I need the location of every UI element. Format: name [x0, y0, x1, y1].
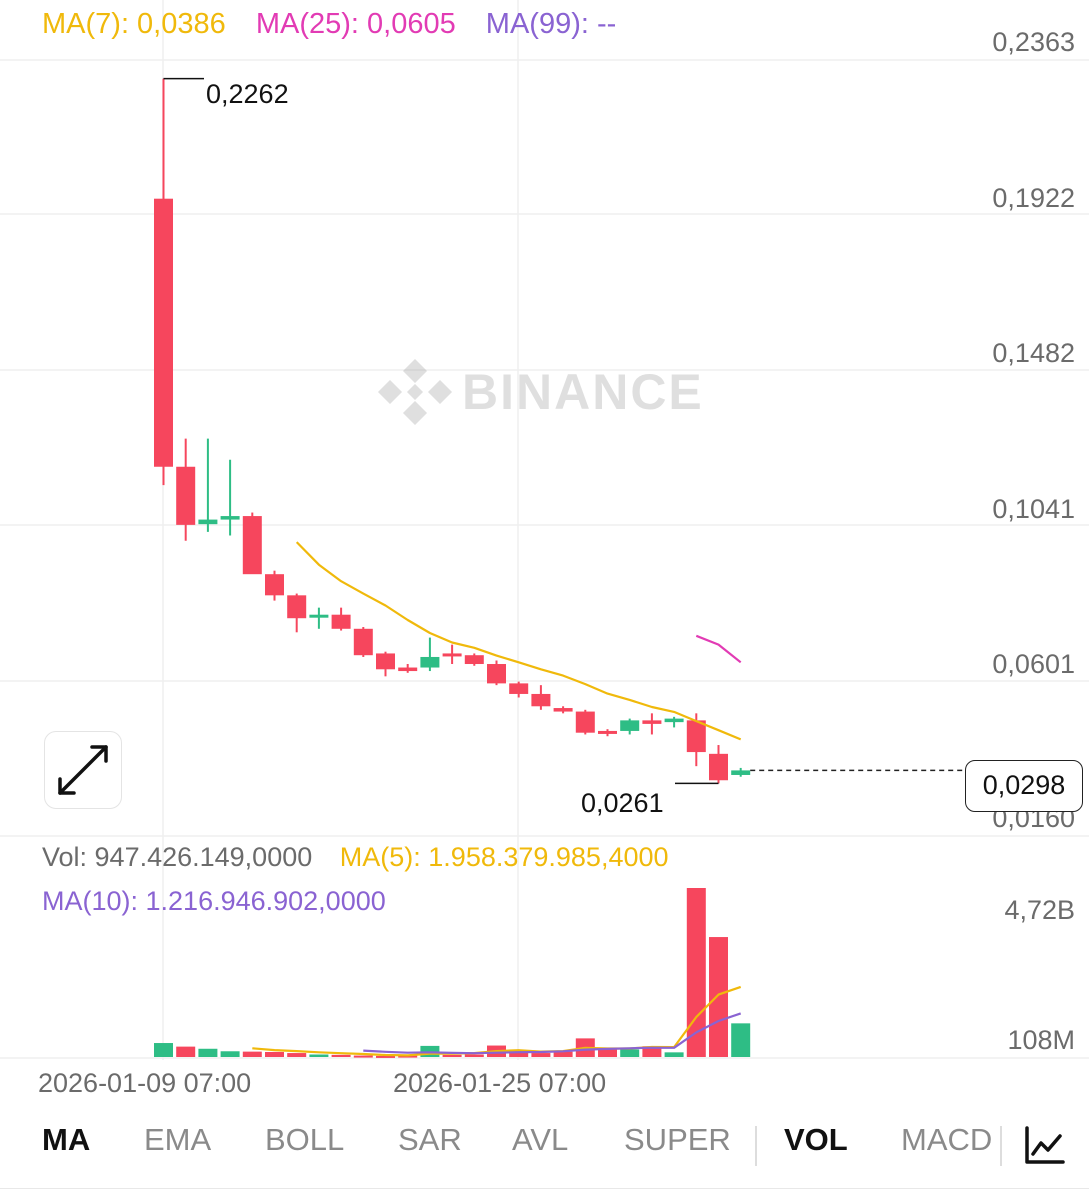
volume-bar	[398, 1055, 418, 1058]
time-tick-label: 2026-01-25 07:00	[393, 1068, 607, 1098]
candle-body	[220, 516, 240, 520]
ma7-legend: MA(7): 0,0386	[42, 8, 226, 40]
tab-super[interactable]: SUPER	[624, 1122, 731, 1157]
ma7-line	[295, 541, 742, 741]
candle-body	[686, 720, 706, 753]
price-tick-label: 0,0601	[992, 649, 1075, 679]
chart-settings-icon	[1025, 1126, 1065, 1164]
bottom-divider	[0, 1188, 1089, 1189]
tab-ma[interactable]: MA	[42, 1122, 91, 1157]
volume-bar	[331, 1054, 351, 1057]
volume-ma5-legend: MA(5): 1.958.379.985,4000	[339, 842, 669, 872]
volume-bar	[265, 1051, 284, 1057]
volume-bar	[309, 1054, 329, 1057]
watermark-text: BINANCE	[462, 364, 704, 420]
volume-bar	[154, 1043, 173, 1057]
low-price-label: 0,0261	[581, 788, 664, 818]
ma-legend: MA(7): 0,0386 MA(25): 0,0605 MA(99): --	[42, 8, 638, 41]
volume-tick-label: 108M	[1007, 1025, 1075, 1055]
candle-body	[242, 516, 262, 575]
candle-body	[154, 198, 173, 467]
volume-bar	[442, 1054, 462, 1057]
indicator-settings-button[interactable]	[1023, 1124, 1067, 1173]
volume-ma10-line	[363, 1012, 742, 1055]
price-tick-label: 0,2363	[992, 27, 1075, 57]
volume-bar	[731, 1023, 751, 1057]
candle-body	[376, 653, 395, 670]
price-tick-label: 0,1922	[992, 183, 1075, 213]
fullscreen-button[interactable]	[44, 731, 122, 809]
tab-boll[interactable]: BOLL	[265, 1122, 345, 1157]
tab-divider	[1000, 1126, 1002, 1166]
expand-arrows-icon	[58, 745, 108, 795]
volume-bar	[464, 1054, 484, 1057]
tab-divider	[755, 1126, 757, 1166]
volume-ma10-legend-row: MA(10): 1.216.946.902,0000	[42, 886, 386, 917]
tab-macd[interactable]: MACD	[901, 1122, 993, 1157]
volume-bar	[531, 1053, 551, 1057]
candle-body	[487, 664, 506, 684]
time-tick-label: 2026-01-09 07:00	[38, 1068, 252, 1098]
tab-vol[interactable]: VOL	[784, 1122, 848, 1157]
volume-bar	[553, 1051, 573, 1057]
candle-body	[353, 628, 373, 656]
candle-body	[442, 653, 462, 657]
candle-body	[553, 708, 573, 712]
ma25-legend: MA(25): 0,0605	[255, 8, 456, 40]
volume-bar	[642, 1046, 662, 1057]
high-price-label: 0,2262	[206, 79, 289, 109]
watermark: BINANCE	[378, 355, 704, 429]
candle-body	[265, 574, 284, 596]
price-tick-label: 0,1482	[992, 338, 1075, 368]
candle-body	[509, 683, 529, 694]
volume-bar	[509, 1050, 529, 1057]
tab-sar[interactable]: SAR	[398, 1122, 462, 1157]
ma25-line	[695, 634, 742, 664]
candle-body	[709, 753, 728, 781]
volume-bar	[664, 1052, 684, 1057]
volume-bar	[198, 1048, 218, 1057]
volume-bar	[353, 1055, 373, 1058]
candle-body	[598, 730, 617, 734]
candle-body	[664, 718, 684, 723]
volume-value: Vol: 947.426.149,0000	[42, 842, 313, 872]
indicator-tabs: MA EMA BOLL SAR AVL SUPER VOL MACD	[0, 1110, 1089, 1180]
candle-body	[176, 466, 196, 525]
candle-body	[642, 720, 662, 724]
volume-ma10-legend: MA(10): 1.216.946.902,0000	[42, 886, 386, 916]
volume-bar	[242, 1051, 262, 1057]
volume-bar	[709, 937, 728, 1057]
volume-bar	[220, 1051, 240, 1057]
volume-bar	[620, 1049, 640, 1057]
price-tick-label: 0,1041	[992, 494, 1075, 524]
tab-avl[interactable]: AVL	[512, 1122, 569, 1157]
volume-bar	[598, 1049, 617, 1057]
candle-body	[731, 770, 751, 775]
current-price-tag: 0,0298	[965, 760, 1083, 812]
candle-body	[464, 655, 484, 665]
candle-body	[620, 720, 640, 731]
candle-body	[398, 667, 418, 672]
volume-ma5-line	[252, 985, 742, 1057]
volume-bar	[176, 1046, 196, 1057]
volume-bar	[376, 1055, 395, 1058]
volume-legend: Vol: 947.426.149,0000 MA(5): 1.958.379.9…	[42, 842, 669, 873]
tab-ema[interactable]: EMA	[144, 1122, 212, 1157]
candle-body	[420, 656, 440, 668]
candle-body	[287, 595, 307, 619]
candle-body	[309, 614, 329, 618]
volume-bar	[686, 888, 706, 1057]
volume-tick-label: 4,72B	[1004, 895, 1075, 925]
volume-bar	[287, 1053, 307, 1057]
binance-logo-icon	[378, 359, 452, 425]
candle-body	[198, 519, 218, 525]
candle-body	[575, 711, 595, 733]
ma99-legend: MA(99): --	[485, 8, 617, 40]
candle-body	[531, 693, 551, 707]
candle-body	[331, 614, 351, 629]
